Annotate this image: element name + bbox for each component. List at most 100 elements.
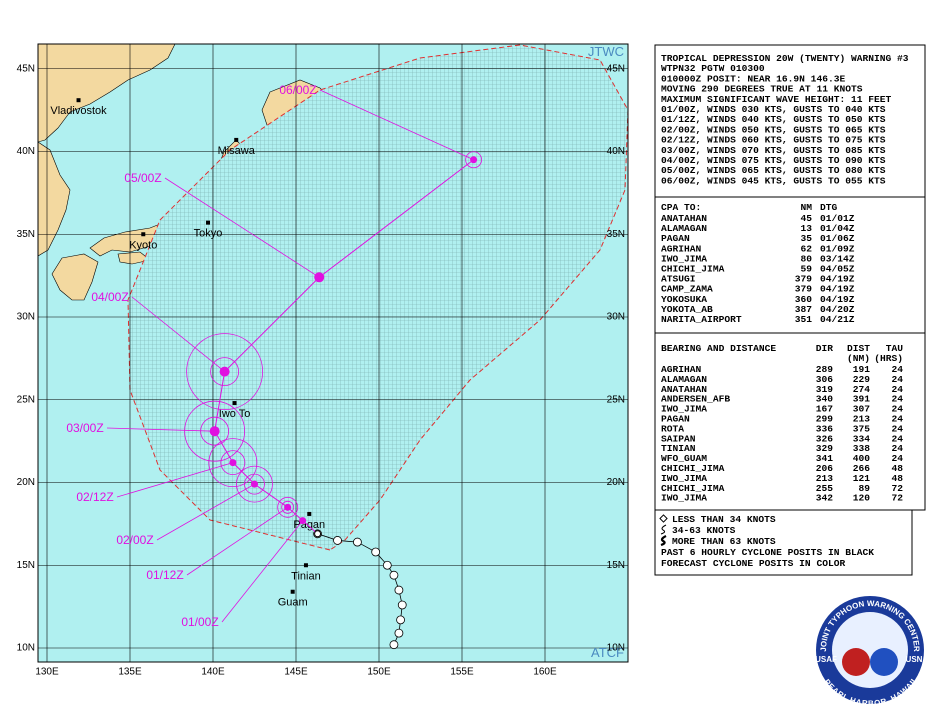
lat-tick-label: 25N xyxy=(607,394,625,405)
bearing-cell: 329 xyxy=(816,443,834,454)
bearing-cell: TINIAN xyxy=(661,443,696,454)
cpa-cell: 01/01Z xyxy=(820,213,855,224)
cpa-cell: 13 xyxy=(800,223,812,234)
bearing-cell: 342 xyxy=(816,493,834,504)
logo-right: USN xyxy=(906,655,923,664)
legend-symbol xyxy=(660,535,667,547)
past-position xyxy=(382,560,392,570)
forecast-label: 02/00Z xyxy=(116,533,153,547)
past-position xyxy=(397,600,407,610)
wind-radius xyxy=(236,465,273,503)
logo-center xyxy=(832,612,908,688)
lat-tick-label: 45N xyxy=(17,63,35,74)
logo-emblem xyxy=(842,648,870,676)
cpa-cell: CHICHI_JIMA xyxy=(661,264,725,275)
bearing-cell: 89 xyxy=(858,483,870,494)
forecast-label: 05/00Z xyxy=(124,171,161,185)
cpa-cell: 04/21Z xyxy=(820,314,855,325)
place-label: Kyoto xyxy=(129,239,157,251)
bearing-cell: 341 xyxy=(816,453,834,464)
corner-label: ATCF xyxy=(591,645,624,660)
cpa-cell: 351 xyxy=(795,314,813,325)
cpa-cell: NARITA_AIRPORT xyxy=(661,314,742,325)
place-label: Tokyo xyxy=(194,228,223,240)
forecast-label: 04/00Z xyxy=(91,290,128,304)
cpa-cell: 45 xyxy=(800,213,812,224)
bearing-cell: PAGAN xyxy=(661,414,690,425)
header-line: 06/00Z, WINDS 045 KTS, GUSTS TO 055 KTS xyxy=(661,175,886,186)
bearing-cell: ANDERSEN_AFB xyxy=(661,394,730,405)
forecast-label: 03/00Z xyxy=(66,421,103,435)
bearing-cell: 191 xyxy=(853,364,871,375)
bearing-cell: 120 xyxy=(853,493,871,504)
cpa-column: CPA TO: xyxy=(661,202,701,213)
header-line: 02/12Z, WINDS 060 KTS, GUSTS TO 075 KTS xyxy=(661,135,886,146)
current-position xyxy=(314,530,322,538)
place-marker xyxy=(234,137,239,142)
bearing-cell: 326 xyxy=(816,433,834,444)
warning-panel: TROPICAL DEPRESSION 20W (TWENTY) WARNING… xyxy=(654,44,926,576)
lat-tick-label: 10N xyxy=(17,643,35,654)
bearing-cell: SAIPAN xyxy=(661,433,696,444)
bearing-cell: ALAMAGAN xyxy=(661,374,707,385)
place-label: Tinian xyxy=(291,570,321,582)
past-position xyxy=(353,537,362,547)
bearing-cell: 48 xyxy=(891,473,903,484)
header-line: 04/00Z, WINDS 075 KTS, GUSTS TO 090 KTS xyxy=(661,155,886,166)
bearing-cell: 299 xyxy=(816,414,834,425)
bearing-cell: 306 xyxy=(816,374,834,385)
bearing-cell: 24 xyxy=(891,453,903,464)
wind-radius xyxy=(210,357,240,387)
place-marker xyxy=(232,401,237,406)
label-leader xyxy=(131,296,225,372)
legend-frame xyxy=(654,509,913,576)
lat-tick-label: 30N xyxy=(607,312,625,323)
bearing-cell: 255 xyxy=(816,483,834,494)
forecast-position xyxy=(314,272,325,283)
cpa-cell: AGRIHAN xyxy=(661,243,702,254)
place-marker xyxy=(290,589,295,594)
bearing-unit: (NM) xyxy=(847,353,870,364)
forecast-position xyxy=(209,426,220,437)
logo: JOINT TYPHOON WARNING CENTER PEARL HARBO… xyxy=(815,596,924,706)
label-leader xyxy=(106,427,215,432)
corner-label: JTWC xyxy=(588,44,624,59)
cpa-cell: 379 xyxy=(795,274,813,285)
place-marker xyxy=(141,232,146,237)
cpa-cell: 387 xyxy=(795,304,813,315)
legend-note: FORECAST CYCLONE POSITS IN COLOR xyxy=(661,558,845,569)
header-line: MOVING 290 DEGREES TRUE AT 11 KNOTS xyxy=(661,84,863,95)
lat-tick-label: 35N xyxy=(17,229,35,240)
bearing-cell: IWO_JIMA xyxy=(661,404,707,415)
cpa-cell: 379 xyxy=(795,284,813,295)
bearing-cell: CHICHI_JIMA xyxy=(661,463,725,474)
cpa-column: DTG xyxy=(820,202,838,213)
lon-tick-label: 130E xyxy=(35,667,59,678)
wind-radius xyxy=(220,450,246,476)
header-line: MAXIMUM SIGNIFICANT WAVE HEIGHT: 11 FEET xyxy=(661,94,892,105)
label-leader xyxy=(116,462,234,498)
cpa-cell: YOKOSUKA xyxy=(661,294,707,305)
bearing-cell: 206 xyxy=(816,463,834,474)
wind-radius xyxy=(186,333,264,411)
logo-emblem xyxy=(870,648,898,676)
cpa-cell: PAGAN xyxy=(661,233,690,244)
danger-area xyxy=(127,44,628,551)
cpa-cell: YOKOTA_AB xyxy=(661,304,713,315)
bearing-cell: 266 xyxy=(853,463,871,474)
bearing-column: BEARING AND DISTANCE xyxy=(661,343,776,354)
lat-tick-label: 25N xyxy=(17,394,35,405)
past-position xyxy=(371,547,381,557)
bearing-cell: 24 xyxy=(891,404,903,415)
wind-radius xyxy=(465,151,483,169)
bearing-cell: 307 xyxy=(853,404,871,415)
forecast-position xyxy=(284,503,292,511)
place-label: Pagan xyxy=(293,519,325,531)
cpa-cell: 01/09Z xyxy=(820,243,855,254)
header-line: 01/00Z, WINDS 030 KTS, GUSTS TO 040 KTS xyxy=(661,104,886,115)
bearing-unit: (HRS) xyxy=(874,353,903,364)
bearing-cell: ANATAHAN xyxy=(661,384,707,395)
lon-tick-label: 140E xyxy=(201,667,225,678)
cpa-cell: 35 xyxy=(800,233,812,244)
cpa-cell: 04/20Z xyxy=(820,304,855,315)
